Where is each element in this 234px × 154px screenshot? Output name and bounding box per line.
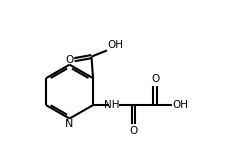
Text: OH: OH — [108, 40, 124, 50]
Text: NH: NH — [104, 100, 119, 110]
Text: O: O — [66, 55, 74, 65]
Text: O: O — [129, 126, 137, 136]
Text: N: N — [65, 119, 74, 129]
Text: O: O — [151, 74, 159, 84]
Text: OH: OH — [173, 100, 189, 110]
